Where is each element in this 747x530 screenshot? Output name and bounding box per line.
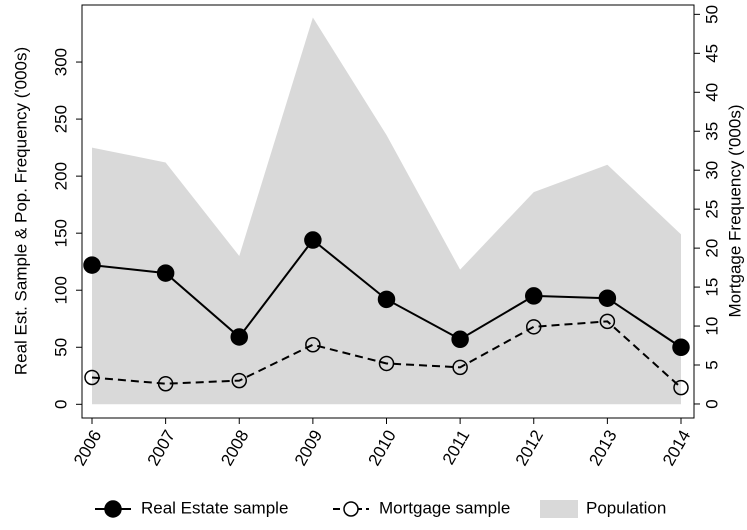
y-tick-label: 300 — [51, 48, 70, 76]
y-tick-label: 150 — [51, 219, 70, 247]
marker — [231, 372, 247, 389]
y2-tick-label: 35 — [702, 122, 721, 141]
y2-tick-label: 15 — [702, 278, 721, 297]
marker — [377, 290, 396, 309]
marker — [304, 231, 322, 249]
y-tick-label: 0 — [51, 400, 70, 409]
marker — [84, 369, 100, 386]
x-tick-label: 2011 — [439, 427, 474, 468]
marker — [156, 264, 175, 282]
y2-tick-label: 40 — [702, 83, 721, 102]
marker — [452, 359, 468, 376]
marker — [378, 355, 395, 372]
x-tick-label: 2006 — [70, 427, 105, 469]
y-tick-label: 100 — [51, 276, 70, 304]
marker — [672, 338, 690, 357]
marker — [526, 319, 542, 335]
y2-tick-label: 0 — [702, 399, 721, 408]
marker — [451, 330, 469, 349]
legend-marker — [104, 500, 122, 518]
x-tick-label: 2012 — [512, 427, 547, 469]
y2-tick-label: 45 — [702, 44, 721, 63]
marker — [599, 313, 616, 330]
y2-tick-label: 10 — [702, 317, 721, 336]
marker — [525, 287, 543, 305]
y2-tick-label: 20 — [702, 239, 721, 258]
y-axis-title: Real Est. Sample & Pop. Frequency ('000s… — [11, 47, 30, 375]
line — [91, 320, 682, 389]
legend-label: Real Estate sample — [141, 498, 288, 517]
legend-label: Mortgage sample — [379, 498, 510, 517]
marker — [673, 379, 689, 396]
x-tick-label: 2010 — [364, 427, 399, 469]
legend-marker — [343, 501, 359, 517]
plot-frame — [81, 4, 695, 419]
y2-tick-label: 25 — [702, 200, 721, 219]
plot-area — [92, 17, 681, 405]
y2-axis-title: Mortgage Frequency ('000s) — [725, 104, 744, 317]
legend-label: Population — [586, 498, 666, 517]
y-tick-label: 200 — [51, 162, 70, 190]
x-tick-label: 2007 — [144, 427, 179, 469]
x-tick-label: 2014 — [659, 427, 694, 469]
marker — [83, 256, 101, 274]
x-tick-label: 2013 — [585, 427, 620, 469]
y2-tick-label: 5 — [702, 360, 721, 369]
x-tick-label: 2008 — [217, 427, 252, 469]
y-tick-label: 250 — [51, 105, 70, 133]
y-tick-label: 50 — [51, 338, 70, 357]
area — [92, 17, 681, 405]
legend-swatch — [540, 500, 578, 518]
y2-tick-label: 50 — [702, 5, 721, 24]
marker — [598, 289, 617, 307]
marker — [230, 328, 248, 346]
marker — [305, 337, 321, 353]
marker — [157, 375, 174, 392]
y2-tick-label: 30 — [702, 161, 721, 180]
x-tick-label: 2009 — [291, 427, 326, 469]
